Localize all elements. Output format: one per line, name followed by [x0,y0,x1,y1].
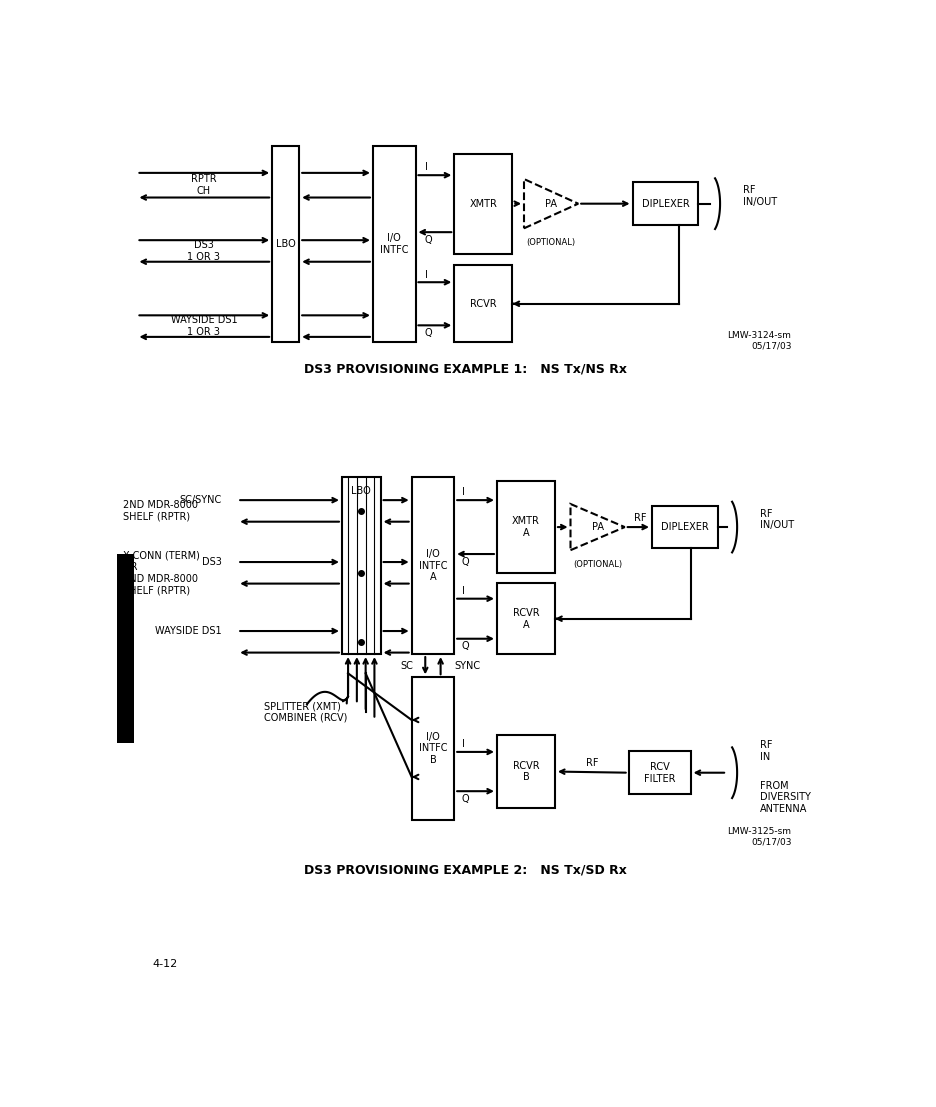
Text: I: I [461,586,464,596]
Text: LBO: LBO [275,239,295,249]
Text: X-CONN (TERM)
OR
2ND MDR-8000
SHELF (RPTR): X-CONN (TERM) OR 2ND MDR-8000 SHELF (RPT… [124,550,200,596]
Text: I/O
INTFC
B: I/O INTFC B [418,732,446,765]
Bar [117,554,134,743]
Text: Q: Q [424,328,431,338]
Text: FROM
DIVERSITY
ANTENNA: FROM DIVERSITY ANTENNA [759,780,810,814]
Text: LMW-3125-sm
05/17/03: LMW-3125-sm 05/17/03 [726,827,791,847]
Text: I: I [461,739,464,749]
Bar [496,583,554,654]
Text: I/O
INTFC: I/O INTFC [379,234,408,255]
Bar [373,146,415,342]
Text: SC/SYNC: SC/SYNC [180,495,222,505]
Text: DIPLEXER: DIPLEXER [660,523,708,532]
Text: DIPLEXER: DIPLEXER [641,198,689,209]
Text: WAYSIDE DS1
1 OR 3: WAYSIDE DS1 1 OR 3 [170,315,237,337]
Text: SC: SC [401,661,413,671]
Text: PA: PA [545,198,557,209]
Bar [496,480,554,573]
Text: PA: PA [591,523,603,532]
Bar [411,477,454,654]
Text: LMW-3124-sm
05/17/03: LMW-3124-sm 05/17/03 [726,331,791,350]
Text: I: I [424,163,427,173]
Text: I: I [424,269,427,280]
Text: I/O
INTFC
A: I/O INTFC A [418,549,446,582]
Text: RPTR
CH: RPTR CH [191,175,216,196]
Text: DS3 PROVISIONING EXAMPLE 1:   NS Tx/NS Rx: DS3 PROVISIONING EXAMPLE 1: NS Tx/NS Rx [304,363,627,375]
Text: (OPTIONAL): (OPTIONAL) [573,559,622,569]
Bar [271,146,299,342]
Bar [454,154,512,254]
Text: 4-12: 4-12 [152,959,177,969]
Text: RF
IN/OUT: RF IN/OUT [741,185,776,207]
Text: RCVR
B: RCVR B [512,761,539,783]
Text: RCVR: RCVR [470,299,496,309]
Text: RF: RF [634,513,646,523]
Text: DS3: DS3 [201,557,222,567]
Text: I: I [461,487,464,497]
Text: Q: Q [461,794,469,804]
Bar [454,266,512,342]
Bar [628,752,690,794]
Bar [342,477,380,654]
Text: RF: RF [585,758,597,768]
Text: RCVR
A: RCVR A [512,608,539,630]
Text: Q: Q [424,235,431,245]
Text: XMTR: XMTR [469,198,497,209]
Text: DS3
1 OR 3: DS3 1 OR 3 [187,240,220,261]
Text: RF
IN/OUT: RF IN/OUT [759,508,793,530]
Text: RCV
FILTER: RCV FILTER [643,762,675,784]
Bar [632,183,697,225]
Text: DS3 PROVISIONING EXAMPLE 2:   NS Tx/SD Rx: DS3 PROVISIONING EXAMPLE 2: NS Tx/SD Rx [304,863,626,877]
Text: SPLITTER (XMT)
COMBINER (RCV): SPLITTER (XMT) COMBINER (RCV) [264,701,347,723]
Text: 2ND MDR-8000
SHELF (RPTR): 2ND MDR-8000 SHELF (RPTR) [124,500,198,521]
Bar [651,506,717,548]
Text: XMTR
A: XMTR A [511,516,539,538]
Text: RF
IN: RF IN [759,741,771,762]
Text: SYNC: SYNC [454,661,480,671]
Bar [411,677,454,819]
Text: Q: Q [461,641,469,651]
Text: (OPTIONAL): (OPTIONAL) [526,238,575,247]
Text: LBO: LBO [351,486,371,496]
Text: WAYSIDE DS1: WAYSIDE DS1 [155,627,222,637]
Text: Q: Q [461,557,469,567]
Bar [496,735,554,808]
